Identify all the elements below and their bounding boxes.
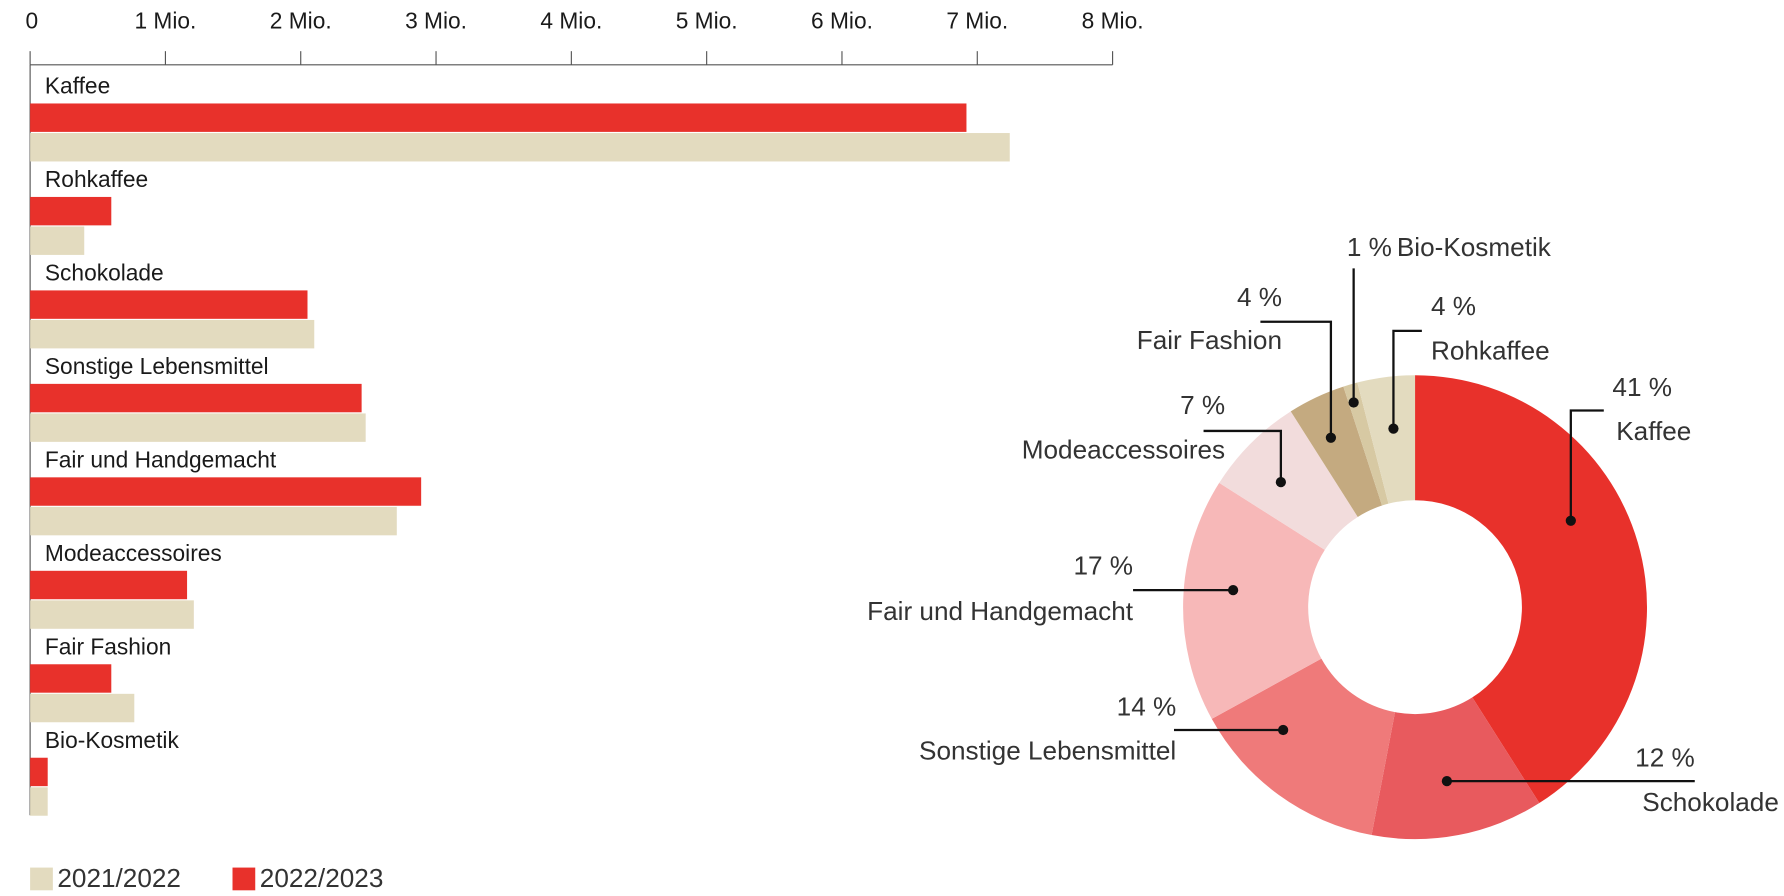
legend-label: 2021/2022 — [57, 863, 181, 893]
category-label: Bio-Kosmetik — [45, 727, 180, 753]
value-label: 17 % — [1073, 550, 1133, 580]
donut-slice — [1211, 658, 1396, 836]
value-label: 14 % — [1117, 691, 1177, 721]
bar — [30, 693, 135, 723]
bar — [30, 413, 366, 442]
category-label: Modeaccessoires — [45, 540, 222, 566]
slice-label: Fair Fashion — [1137, 325, 1282, 355]
donut-slice — [1371, 697, 1540, 840]
leader-dot — [1325, 432, 1337, 443]
leader-dot — [1388, 423, 1399, 434]
leader-line — [1392, 329, 1422, 429]
category-label: Sonstige Lebensmittel — [45, 353, 269, 379]
value-label: 4 % — [1431, 291, 1476, 321]
category-label: Fair Fashion — [45, 633, 171, 659]
x-tick-label: 7 Mio. — [946, 8, 1008, 34]
legend-swatch — [30, 867, 53, 891]
bar — [30, 787, 48, 816]
leader-dot — [1348, 397, 1359, 408]
donut-slice — [1219, 411, 1358, 550]
leader-dot — [1441, 776, 1452, 787]
category-label: Kaffee — [45, 73, 110, 99]
bar — [30, 133, 1010, 162]
value-label: 7 % — [1180, 390, 1225, 420]
bar — [30, 226, 85, 255]
donut-slice — [1343, 382, 1389, 506]
leader-dot — [1278, 724, 1289, 736]
category-label: Rohkaffee — [45, 166, 148, 192]
leader-dot — [1275, 476, 1286, 488]
slice-label: Kaffee — [1616, 416, 1691, 446]
x-tick-label: 4 Mio. — [540, 8, 602, 34]
x-tick-label: 6 Mio. — [811, 8, 873, 34]
slice-label: Modeaccessoires — [1022, 434, 1225, 464]
x-tick-label: 0 — [26, 8, 39, 34]
bar — [30, 196, 112, 226]
slice-label: Fair und Handgemacht — [867, 596, 1134, 626]
value-label: 12 % — [1635, 742, 1695, 772]
leader-line — [1569, 409, 1604, 521]
value-label: 1 % — [1347, 232, 1392, 262]
slice-label: Rohkaffee — [1431, 335, 1550, 365]
slice-label: Schokolade — [1642, 787, 1779, 817]
bar — [30, 103, 967, 132]
legend-label: 2022/2023 — [260, 863, 384, 893]
x-tick-label: 3 Mio. — [405, 8, 467, 34]
value-label: 41 % — [1612, 372, 1672, 402]
category-label: Fair und Handgemacht — [45, 446, 277, 472]
bar — [30, 600, 194, 629]
bar — [30, 319, 315, 349]
slice-label: Sonstige Lebensmittel — [919, 736, 1176, 766]
x-tick-label: 5 Mio. — [676, 8, 738, 34]
bar — [30, 506, 397, 536]
x-tick-label: 8 Mio. — [1082, 8, 1144, 34]
donut-slice — [1357, 375, 1416, 504]
donut-slice — [1183, 482, 1325, 719]
x-tick-label: 1 Mio. — [134, 8, 196, 34]
leader-line — [1203, 429, 1283, 483]
value-label: 4 % — [1237, 282, 1282, 312]
leader-dot — [1565, 515, 1576, 526]
leader-dot — [1228, 585, 1239, 596]
bar — [30, 383, 362, 413]
bar — [30, 570, 188, 600]
legend-swatch — [232, 867, 256, 891]
leader-line — [1260, 320, 1333, 438]
bar — [30, 664, 112, 693]
category-label: Schokolade — [45, 259, 164, 285]
bar — [30, 757, 48, 787]
donut-slice — [1415, 375, 1648, 804]
x-tick-label: 2 Mio. — [270, 8, 332, 34]
bar — [30, 290, 308, 319]
bar — [30, 477, 422, 506]
slice-label: Bio-Kosmetik — [1397, 232, 1552, 262]
donut-slice — [1290, 386, 1383, 517]
